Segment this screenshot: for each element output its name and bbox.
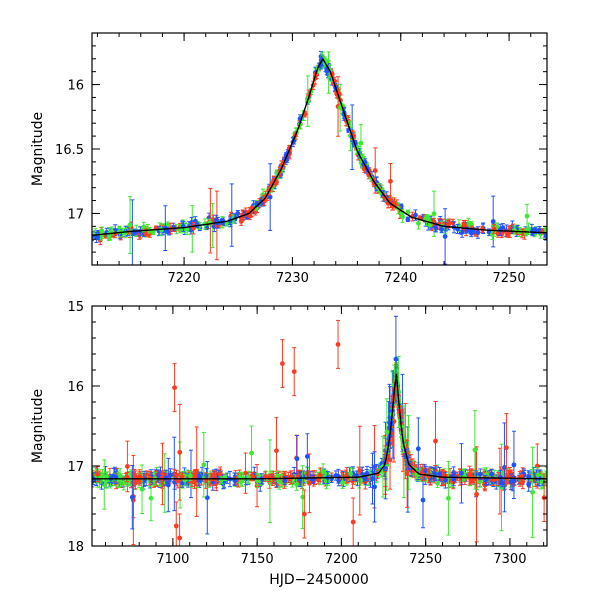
y-tick-label: 17 — [67, 207, 84, 222]
data-point — [458, 229, 464, 235]
data-point — [502, 464, 507, 470]
data-point — [127, 222, 133, 228]
data-point — [224, 221, 230, 227]
x-tick-label: 7220 — [168, 271, 201, 286]
data-point — [139, 486, 145, 492]
data-point — [358, 140, 364, 146]
data-point — [274, 448, 279, 454]
data-point — [388, 178, 393, 184]
data-point — [490, 219, 496, 224]
data-point — [204, 495, 210, 501]
data-point — [165, 482, 171, 488]
data-point — [249, 450, 254, 456]
data-point — [132, 480, 138, 486]
data-point — [143, 230, 149, 236]
data-point — [424, 214, 430, 220]
data-point — [534, 463, 540, 469]
data-point — [416, 220, 421, 226]
data-point — [511, 462, 517, 468]
data-point — [141, 224, 147, 230]
top-plot-area — [92, 50, 547, 265]
data-point — [405, 216, 411, 222]
data-point — [420, 497, 426, 503]
data-point — [475, 230, 481, 235]
data-point — [148, 495, 154, 501]
data-layer — [92, 50, 547, 265]
x-tick-label: 7250 — [493, 271, 526, 286]
y-tick-label: 16 — [67, 79, 84, 94]
data-point — [442, 233, 448, 239]
data-point — [433, 224, 438, 230]
data-point — [372, 168, 378, 173]
data-point — [267, 194, 273, 200]
model-curve — [92, 57, 547, 237]
data-point — [497, 227, 503, 233]
data-point — [435, 480, 440, 486]
bottom-plot-area — [92, 315, 547, 546]
data-point — [504, 231, 510, 237]
data-point — [197, 474, 203, 480]
data-point — [237, 475, 243, 481]
data-point — [495, 231, 501, 237]
data-point — [124, 464, 130, 469]
data-point — [543, 227, 547, 232]
top-panel: 7220 7230 7240 7250 16 16.5 17 Magnitude — [30, 32, 548, 286]
data-point — [530, 489, 536, 495]
y-tick-label: 16.5 — [55, 143, 84, 158]
data-point — [150, 229, 156, 235]
top-y-axis-label: Magnitude — [30, 112, 46, 186]
top-axis-ticks: 7220 7230 7240 7250 16 16.5 17 — [55, 32, 547, 286]
data-point — [324, 68, 330, 74]
data-point — [446, 221, 451, 227]
data-point — [524, 213, 530, 219]
data-point — [431, 211, 437, 217]
data-layer — [92, 315, 547, 546]
data-point — [184, 226, 190, 232]
data-point — [413, 212, 418, 218]
x-tick-label: 7230 — [276, 271, 309, 286]
data-point — [439, 227, 444, 232]
x-tick-label: 7240 — [384, 271, 417, 286]
data-point — [526, 226, 531, 232]
data-point — [477, 479, 483, 484]
data-point — [469, 229, 475, 235]
data-point — [433, 438, 438, 444]
